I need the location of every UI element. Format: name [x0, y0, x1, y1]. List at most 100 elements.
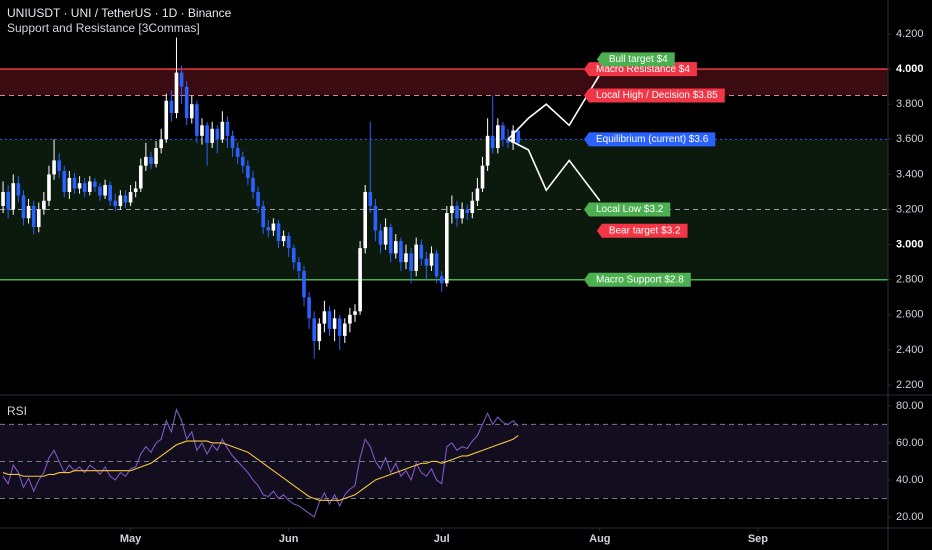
x-tick-label: May [120, 533, 142, 545]
candle-body [215, 128, 220, 140]
candle-body [87, 181, 92, 192]
level-label: Local High / Decision $3.85 [596, 90, 718, 101]
candle-body [353, 311, 357, 315]
target-label-box [596, 52, 675, 67]
rsi-y-tick-label: 60.00 [896, 437, 924, 449]
candle-body [133, 188, 138, 192]
level-label-box [584, 272, 691, 287]
target-label-box [596, 223, 688, 238]
level-label-group: Macro Support $2.8 [584, 272, 691, 287]
plot-layer [1, 37, 601, 518]
candle-body [460, 209, 464, 219]
candle-body [52, 160, 56, 175]
candle-body [511, 130, 515, 143]
candle-body [128, 191, 133, 203]
rsi-line [2, 407, 519, 518]
candle-body [36, 209, 41, 228]
y-tick-label: 3.600 [896, 133, 924, 145]
candle-body [144, 156, 148, 166]
indicator-name: Support and Resistance [3Commas] [7, 21, 200, 35]
candle-body [82, 183, 87, 192]
candle-body [251, 177, 255, 192]
candle-body [475, 188, 480, 201]
candle-body [399, 241, 403, 263]
y-tick-label: 4.000 [896, 63, 924, 75]
candle-body [189, 104, 194, 119]
y-tick-label: 2.600 [896, 309, 924, 321]
candle-body [195, 104, 199, 136]
y-tick-label: 3.400 [896, 168, 924, 180]
candle-body [434, 253, 439, 277]
candle-body [240, 156, 245, 166]
x-tick-label: Sep [748, 533, 768, 545]
candle-body [322, 311, 327, 324]
level-label: Macro Support $2.8 [596, 274, 684, 285]
x-tick-label: Aug [589, 533, 610, 545]
candle-body [205, 125, 209, 143]
x-tick-label: Jun [279, 533, 299, 545]
candle-body [445, 213, 449, 284]
candle-body [31, 206, 36, 228]
candle-body [72, 177, 77, 189]
candle-body [388, 227, 393, 254]
candle-body [342, 323, 347, 336]
candle-body [516, 130, 521, 143]
target-label: Bear target $3.2 [609, 225, 681, 236]
projection-path [507, 73, 601, 140]
candle-body [414, 244, 419, 271]
rsi-y-tick-label: 20.00 [896, 511, 924, 523]
target-label: Bull target $4 [609, 54, 668, 65]
candle-body [113, 200, 118, 207]
candle-body [57, 160, 61, 171]
candle-body [67, 177, 72, 192]
y-tick-label: 3.000 [896, 239, 924, 251]
candle-body [256, 191, 260, 207]
candle-body [118, 195, 123, 207]
candle-body [358, 248, 362, 312]
candle-body [1, 191, 5, 207]
candle-body [26, 206, 31, 219]
candle-body [271, 223, 276, 231]
candle-body [485, 135, 490, 166]
candle-body [164, 100, 169, 140]
candle-body [184, 86, 189, 119]
candle-body [348, 314, 352, 324]
candle-body [21, 195, 26, 219]
level-label-group: Local High / Decision $3.85 [584, 88, 725, 103]
y-tick-label: 2.200 [896, 379, 924, 391]
target-label-group: Bear target $3.2 [596, 223, 688, 238]
candle-body [98, 186, 102, 196]
candle-body [47, 174, 51, 201]
candle-body [363, 191, 367, 249]
candle-body [439, 276, 444, 284]
candle-body [337, 318, 342, 336]
candle-body [42, 200, 46, 210]
candle-body [302, 270, 306, 298]
zone [0, 69, 888, 96]
candle-body [317, 323, 322, 342]
candle-body [424, 258, 429, 266]
candle-body [11, 183, 16, 210]
candle-body [307, 297, 311, 319]
candle-body [327, 311, 332, 329]
candle-body [179, 72, 184, 87]
candle-body [261, 206, 265, 228]
chart-title: UNIUSDT · UNI / TetherUS · 1D · Binance [7, 6, 232, 20]
candle-body [297, 262, 301, 271]
candle-body [149, 156, 153, 164]
level-label-box [584, 202, 671, 217]
candle-body [501, 125, 505, 140]
label-layer: May Jun Jul Aug Sep 4.200 4.000 3.800 3.600 3.400… [120, 28, 924, 545]
candle-body [16, 183, 21, 196]
candle-body [123, 195, 128, 203]
level-label: Macro Resistance $4 [596, 64, 690, 75]
candle-body [394, 241, 398, 254]
candle-body [169, 100, 174, 114]
y-tick-label: 3.200 [896, 203, 924, 215]
candle-body [470, 200, 475, 214]
candle-body [93, 181, 97, 187]
candle-body [490, 135, 495, 149]
candle-body [235, 148, 240, 157]
